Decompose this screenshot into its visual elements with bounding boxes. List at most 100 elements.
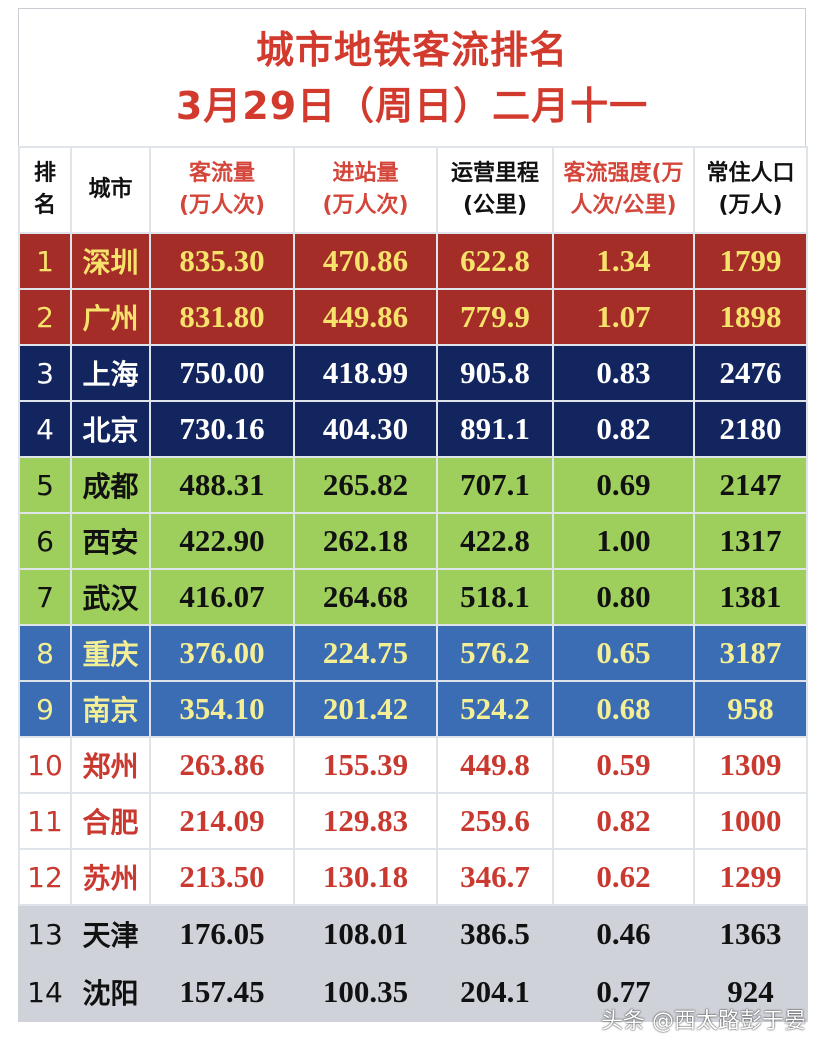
km-cell: 386.5 — [436, 904, 554, 964]
city-cell: 苏州 — [70, 848, 151, 906]
km-cell: 891.1 — [436, 400, 554, 458]
flow-cell: 422.90 — [149, 512, 295, 570]
population-cell: 1309 — [693, 736, 808, 794]
flow-cell: 835.30 — [149, 232, 295, 290]
km-cell: 518.1 — [436, 568, 554, 626]
entry-cell: 100.35 — [293, 962, 438, 1022]
header-intensity-unit: 人次/公里) — [570, 193, 677, 218]
rank-cell: 10 — [18, 736, 72, 794]
rank-cell: 14 — [18, 962, 72, 1022]
header-city: 城市 — [70, 146, 151, 234]
header-km: 运营里程 (公里) — [436, 146, 554, 234]
population-cell: 2180 — [693, 400, 808, 458]
city-cell: 武汉 — [70, 568, 151, 626]
entry-cell: 418.99 — [293, 344, 438, 402]
rank-cell: 11 — [18, 792, 72, 850]
rank-cell: 13 — [18, 904, 72, 964]
entry-cell: 449.86 — [293, 288, 438, 346]
date-subtitle: 3月29日（周日）二月十一 — [175, 83, 649, 128]
city-cell: 深圳 — [70, 232, 151, 290]
table-row: 14 沈阳 157.45 100.35 204.1 0.77 924 — [18, 962, 808, 1022]
watermark-text: 头条 @西太路彭于晏 — [601, 1009, 806, 1034]
flow-cell: 416.07 — [149, 568, 295, 626]
city-cell: 上海 — [70, 344, 151, 402]
table-row: 9 南京 354.10 201.42 524.2 0.68 958 — [18, 680, 808, 738]
population-cell: 3187 — [693, 624, 808, 682]
entry-cell: 108.01 — [293, 904, 438, 964]
city-cell: 郑州 — [70, 736, 151, 794]
table-row: 13 天津 176.05 108.01 386.5 0.46 1363 — [18, 904, 808, 964]
entry-cell: 265.82 — [293, 456, 438, 514]
entry-cell: 155.39 — [293, 736, 438, 794]
population-cell: 958 — [693, 680, 808, 738]
population-cell: 924 — [693, 962, 808, 1022]
table-row: 10 郑州 263.86 155.39 449.8 0.59 1309 — [18, 736, 808, 794]
city-cell: 广州 — [70, 288, 151, 346]
rank-cell: 5 — [18, 456, 72, 514]
table-row: 11 合肥 214.09 129.83 259.6 0.82 1000 — [18, 792, 808, 850]
city-cell: 北京 — [70, 400, 151, 458]
table-row: 12 苏州 213.50 130.18 346.7 0.62 1299 — [18, 848, 808, 906]
city-cell: 合肥 — [70, 792, 151, 850]
km-cell: 622.8 — [436, 232, 554, 290]
rank-cell: 12 — [18, 848, 72, 906]
entry-cell: 470.86 — [293, 232, 438, 290]
header-rank-top: 排 — [33, 161, 56, 186]
city-cell: 成都 — [70, 456, 151, 514]
rank-cell: 3 — [18, 344, 72, 402]
header-flow-unit: (万人次) — [178, 193, 266, 218]
ranking-sheet: 城市地铁客流排名 3月29日（周日）二月十一 排 名 城市 客流量 (万人次) … — [18, 8, 808, 1022]
km-cell: 524.2 — [436, 680, 554, 738]
population-cell: 1363 — [693, 904, 808, 964]
population-cell: 1299 — [693, 848, 808, 906]
header-km-top: 运营里程 — [450, 161, 539, 186]
flow-cell: 354.10 — [149, 680, 295, 738]
km-cell: 259.6 — [436, 792, 554, 850]
entry-cell: 129.83 — [293, 792, 438, 850]
city-cell: 天津 — [70, 904, 151, 964]
city-cell: 重庆 — [70, 624, 151, 682]
intensity-cell: 0.69 — [552, 456, 695, 514]
header-population: 常住人口 (万人) — [693, 146, 808, 234]
population-cell: 1799 — [693, 232, 808, 290]
header-pop-top: 常住人口 — [706, 161, 795, 186]
rank-cell: 9 — [18, 680, 72, 738]
ranking-table: 排 名 城市 客流量 (万人次) 进站量 (万人次) 运营里程 (公里) 客流强 — [18, 146, 808, 1022]
flow-cell: 488.31 — [149, 456, 295, 514]
intensity-cell: 0.77 — [552, 962, 695, 1022]
rank-cell: 4 — [18, 400, 72, 458]
header-rank: 排 名 — [18, 146, 72, 234]
population-cell: 1000 — [693, 792, 808, 850]
intensity-cell: 0.46 — [552, 904, 695, 964]
flow-cell: 831.80 — [149, 288, 295, 346]
flow-cell: 213.50 — [149, 848, 295, 906]
intensity-cell: 0.68 — [552, 680, 695, 738]
header-intensity-top: 客流强度(万 — [563, 161, 684, 186]
rank-cell: 2 — [18, 288, 72, 346]
table-row: 7 武汉 416.07 264.68 518.1 0.80 1381 — [18, 568, 808, 626]
intensity-cell: 0.82 — [552, 400, 695, 458]
km-cell: 346.7 — [436, 848, 554, 906]
table-row: 4 北京 730.16 404.30 891.1 0.82 2180 — [18, 400, 808, 458]
km-cell: 204.1 — [436, 962, 554, 1022]
intensity-cell: 1.34 — [552, 232, 695, 290]
table-row: 1 深圳 835.30 470.86 622.8 1.34 1799 — [18, 232, 808, 290]
header-pop-unit: (万人) — [718, 193, 783, 218]
table-row: 2 广州 831.80 449.86 779.9 1.07 1898 — [18, 288, 808, 346]
rank-cell: 7 — [18, 568, 72, 626]
rank-cell: 8 — [18, 624, 72, 682]
page-title: 城市地铁客流排名 — [255, 27, 568, 72]
entry-cell: 264.68 — [293, 568, 438, 626]
intensity-cell: 1.00 — [552, 512, 695, 570]
intensity-cell: 0.83 — [552, 344, 695, 402]
km-cell: 779.9 — [436, 288, 554, 346]
rank-cell: 1 — [18, 232, 72, 290]
city-cell: 南京 — [70, 680, 151, 738]
population-cell: 2147 — [693, 456, 808, 514]
intensity-cell: 0.59 — [552, 736, 695, 794]
header-flow-top: 客流量 — [188, 161, 255, 186]
city-cell: 西安 — [70, 512, 151, 570]
header-rank-bottom: 名 — [33, 193, 56, 218]
flow-cell: 176.05 — [149, 904, 295, 964]
flow-cell: 376.00 — [149, 624, 295, 682]
